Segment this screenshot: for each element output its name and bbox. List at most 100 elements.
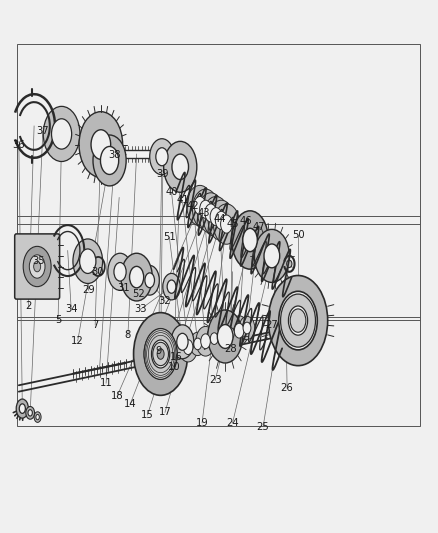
- Ellipse shape: [268, 276, 327, 366]
- Text: 42: 42: [187, 200, 199, 211]
- Ellipse shape: [231, 211, 268, 269]
- Ellipse shape: [26, 407, 35, 419]
- Ellipse shape: [189, 332, 205, 356]
- Text: 43: 43: [198, 208, 210, 219]
- Ellipse shape: [73, 239, 102, 284]
- Text: 5: 5: [55, 314, 61, 325]
- Ellipse shape: [288, 306, 307, 335]
- Ellipse shape: [23, 246, 51, 287]
- Ellipse shape: [36, 415, 39, 419]
- Text: 32: 32: [158, 296, 171, 306]
- Text: 50: 50: [291, 230, 304, 240]
- Ellipse shape: [213, 204, 239, 244]
- Text: 47: 47: [252, 222, 265, 232]
- Ellipse shape: [178, 332, 197, 362]
- Ellipse shape: [172, 154, 188, 180]
- Ellipse shape: [162, 273, 180, 300]
- Text: 46: 46: [239, 216, 251, 227]
- Ellipse shape: [197, 193, 223, 233]
- Ellipse shape: [79, 112, 122, 177]
- Ellipse shape: [290, 309, 305, 332]
- FancyBboxPatch shape: [14, 234, 60, 299]
- Ellipse shape: [171, 325, 193, 359]
- Text: 15: 15: [141, 410, 154, 420]
- Ellipse shape: [140, 265, 159, 295]
- Ellipse shape: [217, 325, 233, 349]
- Ellipse shape: [144, 329, 177, 379]
- Ellipse shape: [177, 333, 187, 350]
- Ellipse shape: [34, 261, 41, 272]
- Ellipse shape: [151, 340, 170, 368]
- Ellipse shape: [263, 244, 279, 268]
- Ellipse shape: [243, 322, 251, 334]
- Text: 14: 14: [124, 399, 136, 409]
- Ellipse shape: [108, 253, 132, 290]
- Ellipse shape: [186, 185, 212, 225]
- Ellipse shape: [222, 321, 238, 345]
- Ellipse shape: [200, 334, 210, 349]
- Text: 11: 11: [99, 378, 112, 388]
- Ellipse shape: [133, 313, 187, 395]
- Text: 18: 18: [110, 391, 123, 401]
- Ellipse shape: [210, 333, 218, 344]
- Text: 9: 9: [155, 346, 161, 357]
- Ellipse shape: [183, 340, 192, 354]
- Text: 41: 41: [176, 195, 188, 205]
- Text: 45: 45: [226, 219, 238, 229]
- Bar: [17, 216, 419, 319]
- Ellipse shape: [79, 249, 95, 273]
- Text: 33: 33: [134, 304, 147, 314]
- Text: 51: 51: [162, 232, 175, 243]
- Text: 40: 40: [165, 187, 177, 197]
- Text: 7: 7: [92, 320, 98, 330]
- Ellipse shape: [205, 204, 216, 222]
- Ellipse shape: [120, 253, 152, 301]
- Bar: [17, 317, 419, 425]
- Text: 26: 26: [280, 383, 293, 393]
- Ellipse shape: [195, 326, 215, 356]
- Ellipse shape: [199, 200, 211, 219]
- Ellipse shape: [280, 294, 315, 347]
- Ellipse shape: [149, 139, 174, 175]
- Text: 12: 12: [71, 336, 84, 346]
- Ellipse shape: [234, 323, 244, 338]
- Ellipse shape: [28, 410, 32, 416]
- Text: 34: 34: [65, 304, 77, 314]
- Text: 52: 52: [132, 289, 145, 299]
- Bar: [17, 44, 419, 224]
- Ellipse shape: [157, 349, 164, 359]
- Ellipse shape: [206, 327, 222, 350]
- Ellipse shape: [43, 107, 80, 161]
- Ellipse shape: [212, 321, 232, 351]
- Ellipse shape: [91, 130, 110, 159]
- Text: 38: 38: [108, 150, 121, 160]
- Ellipse shape: [93, 135, 126, 186]
- Text: 37: 37: [36, 126, 49, 136]
- Text: 17: 17: [158, 407, 171, 417]
- Text: 31: 31: [117, 282, 130, 293]
- Ellipse shape: [19, 404, 25, 414]
- Ellipse shape: [192, 189, 218, 229]
- Ellipse shape: [243, 230, 256, 250]
- Text: 24: 24: [226, 418, 238, 428]
- Text: 8: 8: [124, 330, 131, 341]
- Ellipse shape: [220, 215, 232, 233]
- Ellipse shape: [193, 338, 201, 350]
- Text: 19: 19: [195, 418, 208, 428]
- Ellipse shape: [144, 328, 177, 379]
- Ellipse shape: [254, 229, 289, 282]
- Ellipse shape: [207, 310, 242, 363]
- Text: 39: 39: [156, 169, 169, 179]
- Text: 30: 30: [91, 267, 103, 277]
- Text: 10: 10: [167, 362, 180, 372]
- Ellipse shape: [114, 263, 126, 281]
- Text: 16: 16: [169, 352, 182, 361]
- Text: 27: 27: [265, 320, 278, 330]
- Text: 29: 29: [82, 285, 95, 295]
- Text: 36: 36: [13, 140, 25, 150]
- Ellipse shape: [202, 197, 229, 237]
- Ellipse shape: [145, 273, 154, 288]
- Ellipse shape: [16, 399, 28, 418]
- Text: 25: 25: [256, 422, 269, 432]
- Ellipse shape: [210, 207, 221, 226]
